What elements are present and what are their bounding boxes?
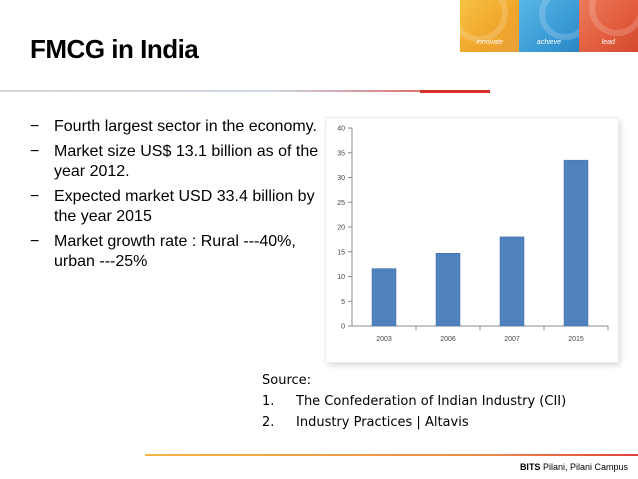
y-tick-label: 10 — [337, 274, 345, 281]
y-tick-label: 5 — [341, 299, 345, 306]
y-tick-label: 25 — [337, 200, 345, 207]
bullet-text: Fourth largest sector in the economy. — [54, 118, 317, 135]
bullet-item: − Market growth rate : Rural ---40%, urba… — [30, 232, 330, 272]
banner-segment-achieve: achieve — [519, 0, 579, 52]
bullet-item: − Market size US$ 13.1 billion as of the … — [30, 142, 330, 182]
banner-segment-lead: lead — [578, 0, 638, 52]
banner-word-lead: lead — [601, 39, 615, 46]
market-size-chart: 0 5 10 15 20 25 30 35 40 2003 2006 2007 2015 — [326, 118, 618, 362]
gear-icon — [460, 0, 508, 42]
bullet-item: − Fourth largest sector in the economy. — [30, 117, 330, 137]
footer-campus: Pilani, Pilani Campus — [540, 462, 628, 472]
source-item: 2. Industry Practices | Altavis — [262, 412, 566, 433]
source-number: 2. — [262, 415, 275, 430]
bullet-text: Market growth rate : Rural ---40%, urban… — [54, 233, 296, 270]
gear-icon — [539, 0, 579, 40]
y-tick-label: 0 — [341, 324, 345, 331]
banner-word-achieve: achieve — [536, 39, 562, 46]
gear-icon — [588, 0, 638, 36]
banner-word-innovate: innovate — [476, 39, 503, 46]
title-divider — [0, 90, 490, 92]
x-tick-label: 2003 — [376, 336, 392, 343]
header-banner: innovate achieve lead — [460, 0, 638, 52]
bar — [499, 236, 525, 327]
source-heading: Source: — [262, 373, 312, 388]
y-tick-label: 20 — [337, 225, 345, 232]
title-divider-accent — [420, 90, 490, 93]
y-tick-label: 35 — [337, 150, 345, 157]
y-tick-label: 40 — [337, 126, 345, 133]
bullet-dash: − — [30, 143, 40, 160]
bar — [371, 268, 397, 327]
bullet-list: − Fourth largest sector in the economy. −… — [30, 117, 330, 277]
x-tick-label: 2007 — [504, 336, 520, 343]
bar — [563, 159, 589, 327]
y-tick-label: 30 — [337, 175, 345, 182]
bullet-text: Expected market USD 33.4 billion by the … — [54, 188, 315, 225]
x-tick-label: 2015 — [568, 336, 584, 343]
bullet-item: − Expected market USD 33.4 billion by the… — [30, 187, 330, 227]
footer-org: BITS — [519, 462, 541, 472]
banner-segment-innovate: innovate — [460, 0, 520, 52]
bullet-dash: − — [30, 118, 40, 135]
x-tick-label: 2006 — [440, 336, 456, 343]
source-text: The Confederation of Indian Industry (CI… — [296, 394, 567, 409]
bar — [435, 252, 461, 327]
footer-divider — [145, 454, 638, 456]
source-number: 1. — [262, 394, 275, 409]
slide-title: FMCG in India — [30, 34, 199, 64]
bullet-text: Market size US$ 13.1 billion as of the y… — [54, 143, 319, 180]
bar-chart-svg: 0 5 10 15 20 25 30 35 40 2003 2006 2007 2015 — [337, 126, 609, 343]
y-tick-label: 15 — [337, 249, 345, 256]
footer-text: BITS Pilani, Pilani Campus — [520, 462, 628, 472]
source-text: Industry Practices | Altavis — [296, 415, 469, 430]
bullet-dash: − — [30, 233, 40, 250]
source-block: Source: 1. The Confederation of Indian In… — [262, 370, 566, 433]
source-item: 1. The Confederation of Indian Industry (… — [262, 391, 566, 412]
bullet-dash: − — [30, 188, 40, 205]
